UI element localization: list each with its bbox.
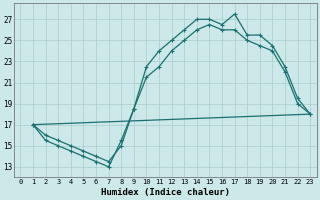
- X-axis label: Humidex (Indice chaleur): Humidex (Indice chaleur): [101, 188, 230, 197]
